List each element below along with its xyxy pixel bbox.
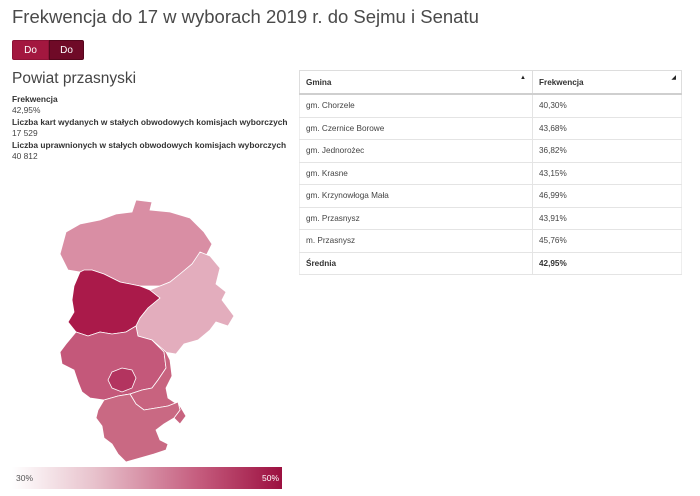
cell-gmina: m. Przasnysz [299,229,533,253]
table-row[interactable]: gm. Chorzele 40,30% [299,94,682,118]
cell-gmina: gm. Jednorożec [299,139,533,163]
cell-gmina: gm. Czernice Borowe [299,117,533,140]
cell-frekwencja: 45,76% [532,229,682,253]
column-header-gmina[interactable]: Gmina ▲ [299,70,533,95]
cell-average-label: Średnia [299,252,533,275]
map-region-czernice-borowe[interactable] [95,393,181,463]
map-region-przasnysz-m[interactable] [107,367,137,393]
cell-frekwencja: 36,82% [532,139,682,163]
cell-frekwencja: 43,91% [532,207,682,230]
sort-asc-icon[interactable]: ▲ [520,75,526,81]
cell-gmina: gm. Przasnysz [299,207,533,230]
results-table: Gmina ▲ Frekwencja ◢ gm. Chorzele 40,30%… [299,70,682,275]
column-header-gmina-label: Gmina [306,77,332,87]
column-header-frekwencja[interactable]: Frekwencja ◢ [532,70,682,95]
period-toggle: Do 12 Do 17 [12,40,84,76]
region-name: Powiat przasnyski [12,70,137,87]
map-svg [59,199,235,463]
cell-gmina: gm. Krasne [299,162,533,185]
column-header-frekwencja-label: Frekwencja [539,77,584,87]
cell-frekwencja: 43,68% [532,117,682,140]
cell-gmina: gm. Chorzele [299,94,533,118]
results-table-wrap: Gmina ▲ Frekwencja ◢ gm. Chorzele 40,30%… [299,70,682,275]
turnout-value: 42,95% [12,105,41,115]
turnout-label: Frekwencja [12,94,58,104]
sort-desc-icon[interactable]: ◢ [671,75,676,81]
map-region-jednorozec[interactable] [135,251,235,355]
table-row[interactable]: gm. Przasnysz 43,91% [299,207,682,230]
cell-frekwencja: 46,99% [532,184,682,208]
cell-frekwencja: 43,15% [532,162,682,185]
legend-max-label: 50% [261,473,279,483]
table-row[interactable]: m. Przasnysz 45,76% [299,229,682,253]
color-legend: 30% 50% [12,467,282,489]
table-row[interactable]: gm. Jednorożec 36,82% [299,139,682,163]
cards-issued-value: 17 529 [12,128,38,138]
table-row[interactable]: gm. Czernice Borowe 43,68% [299,117,682,140]
eligible-voters-value: 40 812 [12,151,38,161]
cell-frekwencja: 40,30% [532,94,682,118]
legend-min-label: 30% [16,473,34,483]
table-header-row: Gmina ▲ Frekwencja ◢ [299,70,682,95]
legend-gradient [12,467,282,489]
cell-average-value: 42,95% [532,252,682,275]
do-12-button[interactable]: Do 12 [12,40,49,76]
table-row[interactable]: gm. Krzynowłoga Mała 46,99% [299,184,682,208]
cards-issued-label: Liczba kart wydanych w stałych obwodowyc… [12,117,288,127]
region-summary: Powiat przasnyski Frekwencja 42,95% Licz… [12,70,292,163]
page-title: Frekwencja do 17 w wyborach 2019 r. do S… [12,6,479,27]
table-average-row: Średnia 42,95% [299,252,682,275]
table-row[interactable]: gm. Krasne 43,15% [299,162,682,185]
eligible-voters-label: Liczba uprawnionych w stałych obwodowych… [12,140,287,150]
do-17-button[interactable]: Do 17 [49,40,84,76]
choropleth-map [40,192,260,470]
cell-gmina: gm. Krzynowłoga Mała [299,184,533,208]
